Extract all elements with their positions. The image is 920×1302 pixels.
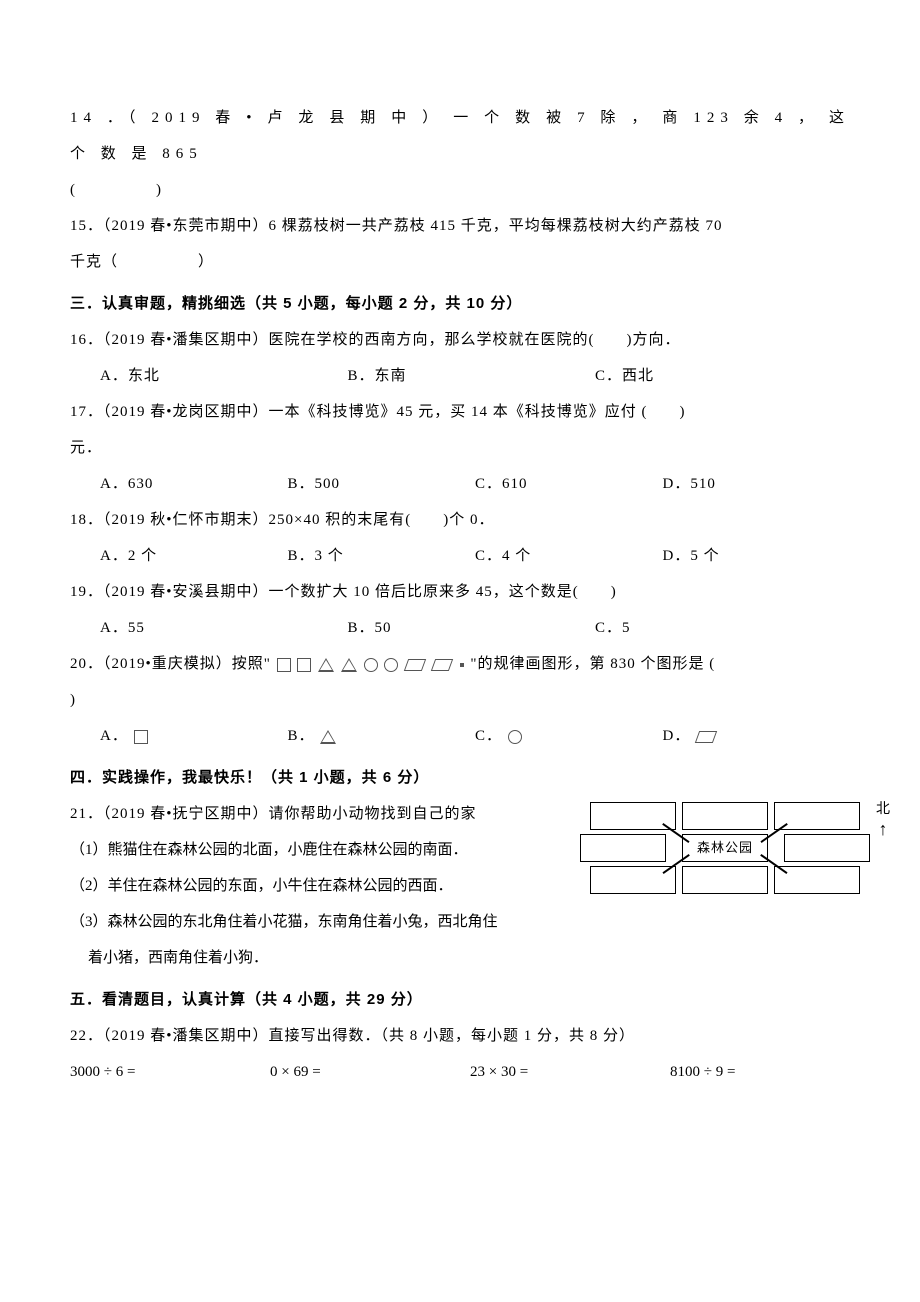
grid-cell-se (774, 866, 860, 894)
q17-opt-b: B．500 (288, 466, 476, 502)
q21: 21．（2019 春•抚宁区期中）请你帮助小动物找到自己的家 （1）熊猫住在森林… (70, 796, 850, 976)
center-dot-icon (460, 663, 464, 667)
q18-stem: 18．（2019 秋•仁怀市期末）250×40 积的末尾有( )个 0． (70, 502, 850, 538)
q20-opt-c: C． (475, 718, 663, 754)
circle-icon (508, 730, 522, 744)
grid-cell-ne (774, 802, 860, 830)
q16-options: A．东北 B．东南 C．西北 (70, 358, 850, 394)
q20-prefix: 20．（2019•重庆模拟）按照" (70, 656, 271, 672)
q16-opt-c: C．西北 (595, 358, 843, 394)
triangle-icon (341, 658, 357, 672)
parallelogram-icon (695, 731, 717, 743)
q17-opt-c: C．610 (475, 466, 663, 502)
q20-close: ) (70, 682, 850, 718)
q16-opt-b: B．东南 (348, 358, 596, 394)
grid-cell-w (580, 834, 666, 862)
q14: 14 ．（ 2019 春 • 卢 龙 县 期 中 ） 一 个 数 被 7 除 ，… (70, 100, 850, 172)
grid-cell-center: 森林公园 (682, 834, 768, 862)
park-grid: 森林公园 (580, 802, 870, 894)
q21-p1: （1）熊猫住在森林公园的北面，小鹿住在森林公园的南面． (70, 832, 500, 868)
q20-opt-a: A． (100, 718, 288, 754)
q16-stem: 16．（2019 春•潘集区期中）医院在学校的西南方向，那么学校就在医院的( )… (70, 322, 850, 358)
q20-suffix: "的规律画图形，第 830 个图形是 ( (470, 656, 715, 672)
q18-opt-d: D．5 个 (663, 538, 851, 574)
parallelogram-icon (404, 659, 426, 671)
circle-icon (384, 658, 398, 672)
grid-cell-e (784, 834, 870, 862)
q20-opt-d: D． (663, 718, 851, 754)
q17-opt-a: A．630 (100, 466, 288, 502)
q14-paren: ( ) (70, 172, 850, 208)
q19-opt-a: A．55 (100, 610, 348, 646)
q22-expr-3: 23 × 30 = (470, 1054, 670, 1090)
q21-p3: （3）森林公园的东北角住着小花猫，东南角住着小兔，西北角住着小猪，西南角住着小狗… (70, 904, 500, 976)
pattern-sequence (276, 656, 458, 672)
q20-stem: 20．（2019•重庆模拟）按照" "的规律画图形，第 830 个图形是 ( (70, 646, 850, 682)
q21-p2: （2）羊住在森林公园的东面，小牛住在森林公园的西面． (70, 868, 500, 904)
q20-opt-b: B． (288, 718, 476, 754)
section-5-title: 五．看清题目，认真计算（共 4 小题，共 29 分） (70, 982, 850, 1018)
q22-expr-1: 3000 ÷ 6 = (70, 1054, 270, 1090)
q18-opt-c: C．4 个 (475, 538, 663, 574)
q15-line2: 千克（ ） (70, 244, 850, 280)
q16-opt-a: A．东北 (100, 358, 348, 394)
q19-opt-c: C．5 (595, 610, 843, 646)
arrow-up-icon: ↑ (876, 819, 890, 841)
north-label: 北 (876, 802, 890, 817)
triangle-icon (318, 658, 334, 672)
q19-options: A．55 B．50 C．5 (70, 610, 850, 646)
q22-expressions: 3000 ÷ 6 = 0 × 69 = 23 × 30 = 8100 ÷ 9 = (70, 1054, 850, 1090)
q22-stem: 22．（2019 春•潘集区期中）直接写出得数．（共 8 小题，每小题 1 分，… (70, 1018, 850, 1054)
grid-cell-nw (590, 802, 676, 830)
grid-cell-s (682, 866, 768, 894)
q17-stem1: 17．（2019 春•龙岗区期中）一本《科技博览》45 元，买 14 本《科技博… (70, 394, 850, 430)
q18-options: A．2 个 B．3 个 C．4 个 D．5 个 (70, 538, 850, 574)
square-icon (297, 658, 311, 672)
q21-text: 21．（2019 春•抚宁区期中）请你帮助小动物找到自己的家 （1）熊猫住在森林… (70, 796, 500, 976)
grid-cell-n (682, 802, 768, 830)
section-3-title: 三．认真审题，精挑细选（共 5 小题，每小题 2 分，共 10 分） (70, 286, 850, 322)
q19-stem: 19．（2019 春•安溪县期中）一个数扩大 10 倍后比原来多 45，这个数是… (70, 574, 850, 610)
square-icon (134, 730, 148, 744)
q20-options: A． B． C． D． (70, 718, 850, 754)
square-icon (277, 658, 291, 672)
circle-icon (364, 658, 378, 672)
q21-figure: 北 ↑ 森林公园 (560, 802, 890, 894)
q17-options: A．630 B．500 C．610 D．510 (70, 466, 850, 502)
q18-opt-a: A．2 个 (100, 538, 288, 574)
q17-stem2: 元． (70, 430, 850, 466)
q14-stem: 14 ．（ 2019 春 • 卢 龙 县 期 中 ） 一 个 数 被 7 除 ，… (70, 110, 850, 162)
q18-opt-b: B．3 个 (288, 538, 476, 574)
parallelogram-icon (431, 659, 453, 671)
q19-opt-b: B．50 (348, 610, 596, 646)
triangle-icon (320, 730, 336, 744)
q17-opt-d: D．510 (663, 466, 851, 502)
q22-expr-2: 0 × 69 = (270, 1054, 470, 1090)
q21-stem: 21．（2019 春•抚宁区期中）请你帮助小动物找到自己的家 (70, 796, 500, 832)
section-4-title: 四．实践操作，我最快乐！（共 1 小题，共 6 分） (70, 760, 850, 796)
q15-line1: 15．（2019 春•东莞市期中）6 棵荔枝树一共产荔枝 415 千克，平均每棵… (70, 208, 850, 244)
north-indicator: 北 ↑ (876, 802, 890, 840)
q22-expr-4: 8100 ÷ 9 = (670, 1054, 830, 1090)
